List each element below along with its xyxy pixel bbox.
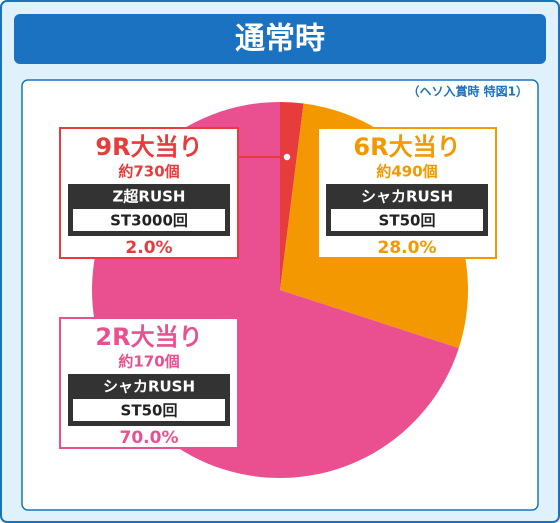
mode-label: シャカRUSH — [361, 188, 453, 206]
category-label: 6R大当り — [353, 133, 460, 161]
mode-label: Z超RUSH — [113, 188, 186, 206]
header-bar — [14, 14, 546, 64]
value-label: 28.0% — [378, 238, 437, 258]
balls-label: 約490個 — [376, 163, 437, 181]
pie-slice — [280, 102, 304, 290]
category-label: 2R大当り — [95, 323, 202, 351]
st-box — [73, 399, 225, 421]
category-label: 9R大当り — [95, 133, 202, 161]
mode-label: シャカRUSH — [103, 378, 195, 396]
connector-dot — [282, 152, 292, 162]
chart-title: 通常時 — [235, 22, 325, 57]
st-label: ST50回 — [379, 212, 436, 230]
balls-label: 約730個 — [118, 163, 179, 181]
value-label: 2.0% — [125, 238, 172, 258]
subtitle: （ヘソ入賞時 特図1） — [407, 84, 528, 99]
st-label: ST50回 — [121, 402, 178, 420]
balls-label: 約170個 — [118, 353, 179, 371]
st-box — [331, 209, 483, 231]
st-label: ST3000回 — [110, 212, 188, 230]
value-label: 70.0% — [120, 428, 179, 448]
st-box — [73, 209, 225, 231]
